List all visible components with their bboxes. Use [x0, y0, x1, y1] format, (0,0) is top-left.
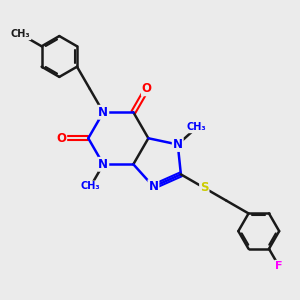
Text: F: F: [275, 261, 283, 271]
Text: N: N: [173, 138, 183, 151]
Text: CH₃: CH₃: [81, 182, 100, 191]
Text: CH₃: CH₃: [11, 29, 31, 39]
Text: N: N: [98, 158, 108, 171]
Text: N: N: [98, 106, 108, 119]
Text: O: O: [142, 82, 152, 95]
Text: N: N: [148, 180, 158, 193]
Text: CH₃: CH₃: [187, 122, 206, 132]
Text: O: O: [56, 132, 66, 145]
Text: S: S: [200, 182, 208, 194]
